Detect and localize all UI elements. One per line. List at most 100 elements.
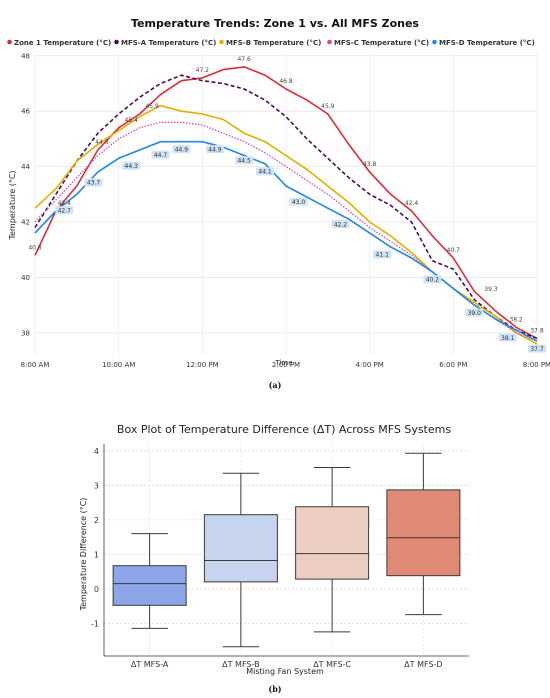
legend-label-2: MFS-A Temperature (°C) [121, 39, 216, 47]
line-chart-xlabel: Time [274, 359, 292, 367]
line-chart-data-labels: 40.8 42.4 44.6 45.4 45.9 47.2 47.6 46.8 45.9 43.8… [28, 56, 546, 353]
zone1-data-label: 40.8 [28, 244, 42, 251]
panel-a-caption: (a) [269, 380, 282, 390]
zone1-data-label: 44.6 [95, 139, 109, 146]
box-plot-boxes [112, 452, 461, 648]
mfsd-data-label: 41.1 [376, 252, 390, 259]
line-chart-title: Temperature Trends: Zone 1 vs. All MFS Z… [131, 17, 419, 30]
panel-b-caption: (b) [268, 684, 281, 694]
x-tick-label: ΔT MFS-A [131, 660, 169, 669]
y-tick-label: 38 [21, 329, 30, 337]
x-tick-label: ΔT MFS-B [222, 660, 259, 669]
y-tick-label: 4 [94, 447, 99, 456]
line-chart-series [34, 66, 538, 345]
mfsd-data-label: 38.1 [501, 335, 515, 342]
y-tick-label: 46 [21, 108, 30, 116]
mfsd-data-label-box [256, 167, 275, 176]
y-tick-label: -1 [91, 619, 99, 628]
line-chart-ylabel: Temperature (°C) [8, 170, 17, 240]
box-plot-title: Box Plot of Temperature Difference (ΔT) … [117, 423, 451, 436]
y-tick-label: 40 [21, 274, 30, 282]
legend-marker-1 [7, 39, 12, 45]
box-iqr [386, 489, 461, 577]
legend-marker-5 [432, 39, 437, 45]
mfsd-data-label: 44.7 [154, 152, 168, 159]
box-plot-xlabel: Misting Fan System [246, 667, 324, 676]
mfsd-data-label: 39.0 [468, 310, 482, 317]
zone1-data-label: 42.4 [58, 200, 72, 207]
mfsd-data-label-box [55, 206, 74, 215]
line-chart-axes: 38 40 42 44 46 48 8:00 AM 10:00 AM 12:00 PM 2:00 … [21, 52, 550, 369]
line-chart: Temperature Trends: Zone 1 vs. All MFS Z… [7, 17, 550, 390]
zone1-data-label: 47.6 [237, 56, 251, 63]
mfsd-data-label: 37.7 [530, 346, 544, 353]
y-tick-label: 44 [21, 163, 30, 171]
zone1-data-label: 47.2 [196, 67, 210, 74]
x-tick-label: 2:00 PM [272, 361, 300, 369]
y-tick-label: 2 [94, 516, 99, 525]
zone1-data-label: 45.4 [125, 117, 139, 124]
zone1-data-label: 43.8 [363, 161, 377, 168]
mfsd-data-label: 44.9 [175, 146, 189, 153]
box-plot-axes: -1 0 1 2 3 4 ΔT MFS-A ΔT MFS-B ΔT MFS-C ΔT MFS-D [91, 444, 469, 669]
box-plot: Box Plot of Temperature Difference (ΔT) … [79, 423, 469, 694]
box-iqr [295, 506, 370, 580]
zone1-data-label: 45.9 [145, 103, 159, 110]
mfsd-data-label-box [465, 308, 484, 317]
legend-label-1: Zone 1 Temperature (°C) [14, 39, 111, 47]
mfsd-data-label: 43.0 [292, 199, 306, 206]
mfsd-data-label-box [528, 344, 546, 353]
legend-marker-4 [327, 39, 332, 45]
series-line-5 [34, 140, 538, 342]
legend-label-3: MFS-B Temperature (°C) [226, 39, 321, 47]
y-tick-label: 48 [21, 52, 30, 60]
series-line-4 [34, 121, 538, 342]
mfsd-data-label-box [84, 178, 103, 187]
zone1-data-label: 38.2 [509, 316, 523, 323]
zone1-data-label: 45.9 [321, 103, 335, 110]
legend-label-5: MFS-D Temperature (°C) [439, 39, 535, 47]
x-tick-label: 4:00 PM [356, 361, 384, 369]
zone1-data-label: 40.7 [447, 247, 461, 254]
line-chart-legend: Zone 1 Temperature (°C) MFS-A Temperature… [7, 39, 535, 47]
box-iqr [112, 565, 187, 606]
mfsd-data-label: 40.2 [426, 277, 440, 284]
zone1-data-label: 42.4 [405, 200, 419, 207]
mfsd-data-label-box [331, 219, 350, 228]
mfsd-data-label-box [423, 275, 442, 284]
mfsd-data-label-box [373, 250, 392, 259]
x-tick-label: 10:00 AM [102, 361, 135, 369]
mfsd-data-label: 42.7 [58, 207, 72, 214]
y-tick-label: 1 [94, 550, 99, 559]
mfsd-data-label-box [498, 333, 517, 342]
line-chart-grid [34, 53, 538, 355]
mfsd-data-label-box [289, 197, 308, 206]
zone1-data-label: 37.8 [530, 327, 544, 334]
mfsd-data-label-box [205, 145, 224, 154]
legend-marker-3 [219, 39, 224, 45]
mfsd-data-label: 44.9 [208, 146, 222, 153]
zone1-data-label: 39.3 [484, 286, 498, 293]
box-plot-ylabel: Temperature Difference (°C) [79, 498, 88, 612]
mfsd-data-label-box [122, 161, 141, 170]
mfsd-data-label: 44.5 [237, 158, 251, 165]
x-tick-label: 8:00 AM [21, 361, 50, 369]
mfsd-data-label: 44.1 [258, 169, 272, 176]
mfsd-data-label: 42.2 [334, 221, 348, 228]
y-tick-label: 42 [21, 219, 30, 227]
box-iqr [203, 514, 278, 583]
series-line-1 [34, 66, 538, 340]
mfsd-data-label-box [172, 145, 191, 154]
mfsd-data-label: 43.7 [87, 180, 101, 187]
mfsd-data-label: 44.3 [125, 163, 139, 170]
x-tick-label: 6:00 PM [439, 361, 467, 369]
x-tick-label: ΔT MFS-D [404, 660, 442, 669]
series-line-2 [34, 74, 538, 340]
legend-label-4: MFS-C Temperature (°C) [334, 39, 429, 47]
x-tick-label: 8:00 PM [523, 361, 550, 369]
mfsd-data-label-box [151, 150, 170, 159]
legend-marker-2 [114, 39, 119, 45]
y-tick-label: 0 [94, 585, 99, 594]
y-tick-label: 3 [94, 481, 99, 490]
